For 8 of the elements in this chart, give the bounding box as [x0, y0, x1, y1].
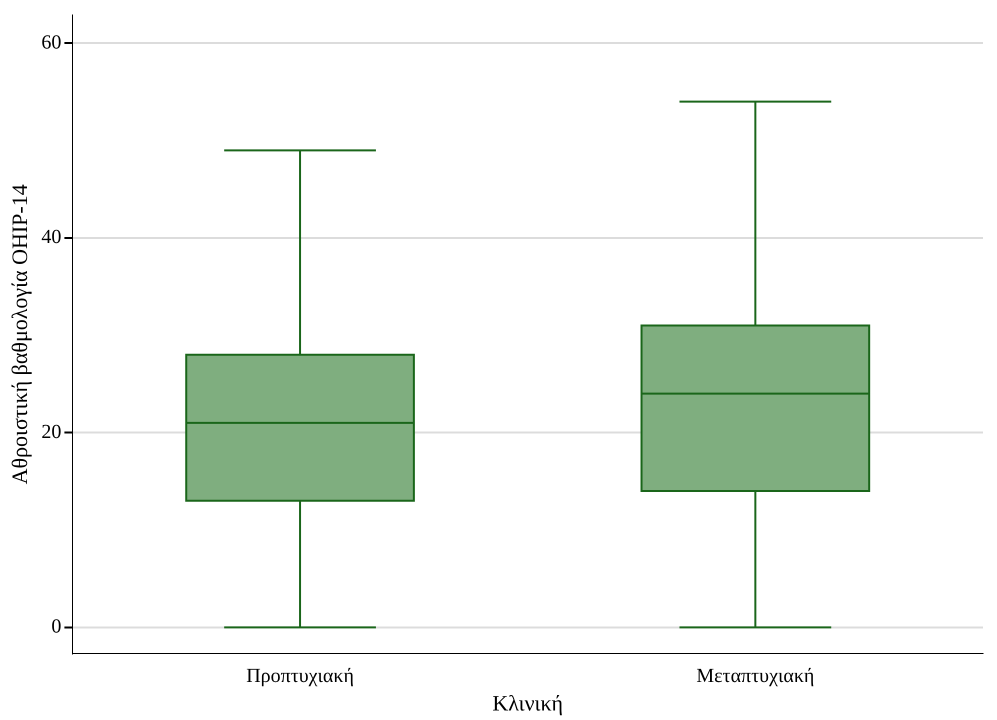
y-tick-label: 0	[51, 616, 62, 638]
y-tick-label: 20	[41, 420, 62, 443]
y-axis-title: Αθροιστική βαθμολογία OHIP-14	[6, 184, 32, 484]
y-tick-label: 40	[41, 226, 62, 248]
x-tick-label: Μεταπτυχιακή	[696, 664, 814, 687]
y-tick-label: 60	[41, 31, 62, 54]
x-tick-label: Προπτυχιακή	[246, 664, 354, 687]
x-axis-title: Κλινική	[492, 690, 564, 716]
